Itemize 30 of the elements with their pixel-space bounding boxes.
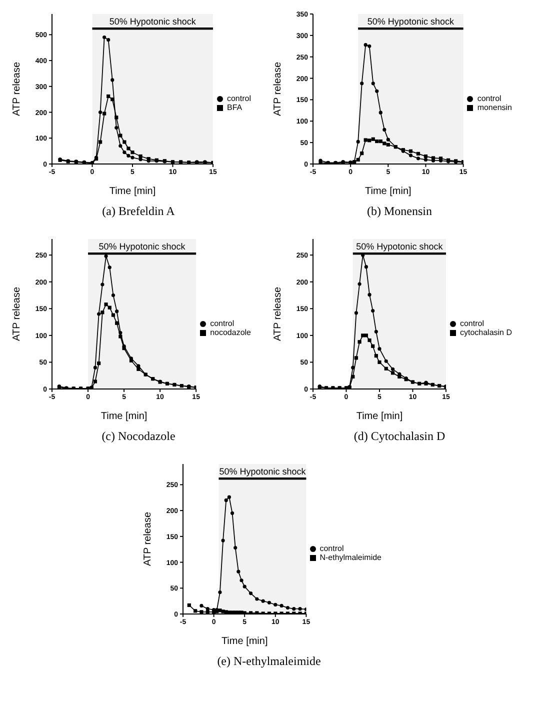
band-label: 50% Hypotonic shock <box>98 242 186 252</box>
text: (d) Cytochalasin D <box>354 429 446 443</box>
legend-label: control <box>460 319 484 328</box>
x-axis-title: Time [min] <box>100 411 148 422</box>
legend-label: control <box>210 319 234 328</box>
legend-label: BFA <box>226 103 242 112</box>
x-axis-title: Time [min] <box>365 186 412 197</box>
band-label: 50% Hypotonic shock <box>356 242 444 252</box>
text: (b) Monensin <box>367 204 432 218</box>
text: (a) Brefeldin A <box>102 204 175 218</box>
band-label: 50% Hypotonic shock <box>367 16 454 26</box>
text: (c) Nocodazole <box>102 429 176 443</box>
band-label: 50% Hypotonic shock <box>218 466 306 476</box>
text: (e) N-ethylmaleimide <box>217 654 321 668</box>
x-axis-title: Time [min] <box>356 411 403 422</box>
y-axis-title: ATP release <box>272 62 284 116</box>
y-axis-title: ATP release <box>272 286 284 342</box>
legend-label: N-ethylmaleimide <box>320 553 382 562</box>
y-axis-title: ATP release <box>12 62 23 116</box>
y-axis-title: ATP release <box>12 286 23 342</box>
x-axis-title: Time [min] <box>109 186 156 197</box>
legend-label: control <box>477 94 502 103</box>
legend-label: cytochalasin D <box>460 328 512 337</box>
legend-label: monensin <box>477 103 512 112</box>
y-axis-title: ATP release <box>142 512 154 566</box>
legend-label: nocodazole <box>210 328 251 337</box>
band-label: 50% Hypotonic shock <box>109 16 196 26</box>
legend-label: control <box>226 94 251 103</box>
legend-label: control <box>320 544 344 553</box>
x-axis-title: Time [min] <box>220 636 268 647</box>
